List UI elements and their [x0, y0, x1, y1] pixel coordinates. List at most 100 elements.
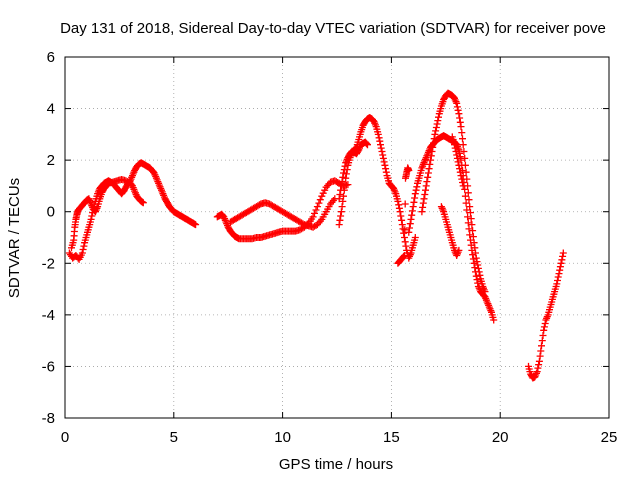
data-point: [375, 134, 383, 142]
data-point: [434, 117, 442, 125]
y-tick-label: -4: [42, 307, 55, 324]
data-point: [490, 316, 498, 324]
data-point: [533, 368, 541, 376]
data-series: [226, 195, 339, 231]
data-point: [395, 201, 403, 209]
data-point: [411, 190, 419, 198]
data-point: [379, 154, 387, 162]
data-point: [309, 213, 317, 221]
data-point: [457, 172, 465, 180]
data-point: [380, 158, 388, 166]
data-point: [335, 195, 343, 203]
data-point: [340, 192, 347, 200]
data-point: [78, 249, 86, 257]
data-point: [401, 234, 408, 241]
data-point: [343, 166, 351, 174]
data-point: [410, 198, 418, 206]
data-point: [458, 129, 466, 137]
data-point: [559, 249, 567, 257]
data-point: [537, 347, 545, 355]
data-point: [452, 148, 460, 155]
data-point: [422, 186, 429, 194]
data-point: [553, 280, 561, 288]
data-point: [554, 277, 561, 284]
chart-title: Day 131 of 2018, Sidereal Day-to-day VTE…: [60, 20, 606, 37]
data-point: [426, 160, 434, 168]
data-point: [461, 154, 469, 162]
x-tick-label: 25: [601, 429, 618, 446]
data-point: [451, 144, 459, 152]
data-point: [453, 154, 461, 162]
data-point: [313, 203, 321, 211]
data-point: [401, 200, 409, 208]
data-point: [458, 175, 466, 183]
data-point: [427, 152, 435, 160]
data-point: [139, 199, 147, 207]
data-point: [430, 139, 437, 147]
data-point: [554, 273, 562, 281]
grid: [65, 57, 609, 418]
data-point: [455, 161, 463, 169]
data-point: [464, 213, 472, 221]
data-point: [192, 221, 200, 229]
data-point: [427, 156, 435, 164]
data-point: [543, 313, 551, 321]
data-point: [364, 141, 371, 149]
data-point: [409, 203, 417, 211]
data-point: [395, 204, 403, 212]
data-series: [65, 159, 200, 263]
data-point: [342, 174, 350, 182]
data-point: [539, 332, 547, 339]
data-point: [411, 194, 419, 202]
data-point: [401, 252, 408, 259]
data-point: [363, 140, 371, 148]
data-point: [456, 114, 464, 122]
data-series: [394, 164, 413, 267]
data-point: [316, 196, 324, 204]
data-point: [540, 326, 548, 334]
data-point: [418, 208, 426, 216]
y-tick-label: 0: [47, 204, 55, 221]
data-point: [376, 137, 384, 145]
data-point: [336, 216, 344, 224]
data-point: [406, 220, 414, 228]
data-point: [459, 179, 466, 186]
y-tick-label: 4: [47, 101, 55, 118]
data-point: [453, 99, 461, 107]
data-point: [419, 199, 427, 207]
data-point: [397, 212, 405, 220]
data-point: [423, 178, 431, 186]
data-point: [559, 252, 567, 260]
data-point: [408, 211, 416, 219]
data-point: [379, 151, 387, 159]
data-point: [454, 106, 462, 114]
data-point: [461, 161, 469, 169]
data-point: [318, 192, 326, 200]
data-point: [469, 227, 477, 235]
data-point: [321, 186, 329, 194]
y-tick-label: -6: [42, 358, 55, 375]
data-point: [541, 320, 549, 327]
data-point: [337, 208, 345, 216]
data-point: [456, 118, 464, 126]
data-point: [312, 206, 320, 214]
data-series: [448, 133, 467, 190]
data-point: [374, 130, 382, 138]
data-points: [65, 89, 567, 382]
data-point: [536, 352, 544, 360]
data-point: [411, 234, 419, 241]
data-point: [431, 130, 439, 138]
data-series: [213, 177, 352, 243]
data-point: [413, 183, 421, 191]
data-series: [418, 89, 489, 296]
data-point: [432, 124, 440, 131]
data-point: [340, 186, 348, 194]
data-point: [341, 180, 349, 188]
data-point: [424, 173, 432, 181]
data-point: [471, 244, 479, 252]
data-point: [378, 148, 386, 155]
data-point: [466, 203, 474, 211]
data-point: [459, 135, 466, 143]
x-tick-label: 15: [383, 429, 400, 446]
data-point: [394, 197, 402, 205]
